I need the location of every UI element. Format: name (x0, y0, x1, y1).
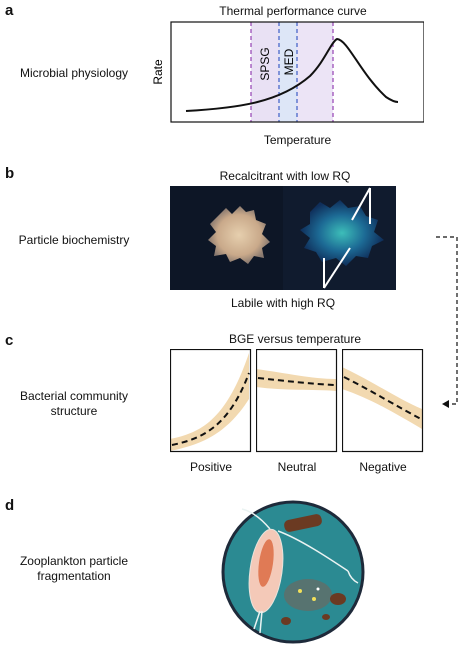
subplot-label-positive: Positive (189, 460, 233, 474)
row-label-particle-biochemistry: Particle biochemistry (18, 233, 130, 247)
panel-letter-b: b (5, 165, 15, 182)
row-label-bacterial-community: Bacterial community structure (6, 389, 142, 419)
labile-caption: Labile with high RQ (230, 296, 336, 310)
subplot-label-neutral: Neutral (277, 460, 317, 474)
particle-large (284, 514, 322, 532)
panel-c-title: BGE versus temperature (228, 332, 362, 346)
particle-fragment-2 (281, 617, 291, 625)
plot-frame (170, 21, 424, 123)
negative-frame (342, 349, 424, 453)
copepod-tail (253, 610, 263, 634)
positive-band (170, 353, 249, 451)
zooplankton-illustration (221, 500, 365, 644)
negative-trend (343, 376, 422, 420)
panel-letter-a: a (5, 2, 14, 19)
performance-curve (185, 37, 399, 112)
positive-frame (170, 349, 252, 453)
neutral-trend (257, 377, 336, 386)
particle-fragment-3 (322, 614, 330, 620)
particle-fragment-1 (330, 593, 346, 605)
thermal-performance-plot: SPSG MED Rate (151, 21, 424, 123)
connector-path (436, 236, 458, 405)
particle-aggregate (284, 579, 332, 611)
panel-letter-d: d (5, 497, 15, 514)
neutral-band (256, 369, 336, 391)
pointer-high-rq (323, 247, 351, 289)
warm-band (297, 22, 333, 122)
row-label-microbial-physiology: Microbial physiology (19, 66, 129, 80)
copepod-antenna-right (277, 530, 349, 572)
x-axis-label: Temperature (263, 133, 332, 147)
particle-dot-1 (298, 589, 302, 593)
panel-a-title: Thermal performance curve (219, 4, 367, 18)
connector-arrowhead (442, 400, 449, 408)
pointer-low-rq (351, 187, 371, 221)
neutral-frame (256, 349, 338, 453)
y-axis-label: Rate (151, 59, 165, 85)
row-label-line-2: fragmentation (37, 569, 111, 583)
subplot-label-negative: Negative (359, 460, 407, 474)
recalcitrant-particle (208, 206, 270, 264)
copepod-gut (258, 539, 274, 587)
labile-particle (300, 200, 384, 266)
positive-trend (171, 372, 250, 446)
particle-dot-2 (312, 597, 316, 601)
row-label-line-1: Bacterial community (19, 389, 129, 403)
bge-subplot-positive (170, 349, 252, 453)
particle-dot-3 (316, 587, 320, 591)
spsg-label: SPSG (258, 47, 272, 80)
med-label: MED (282, 48, 296, 75)
connector-arrow (436, 236, 458, 408)
recalcitrant-caption: Recalcitrant with low RQ (219, 169, 351, 183)
bge-subplot-negative (342, 349, 424, 453)
bge-subplot-neutral (256, 349, 338, 453)
panel-letter-c: c (5, 332, 14, 349)
spsg-band (251, 22, 279, 122)
med-band (279, 22, 297, 122)
copepod-antenna-left (241, 508, 271, 530)
row-label-zooplankton: Zooplankton particle fragmentation (6, 554, 142, 584)
row-label-line-2: structure (50, 404, 98, 418)
row-label-line-1: Zooplankton particle (19, 554, 129, 568)
particle-photo (170, 186, 396, 290)
copepod-antenna-right-tip (347, 570, 359, 584)
